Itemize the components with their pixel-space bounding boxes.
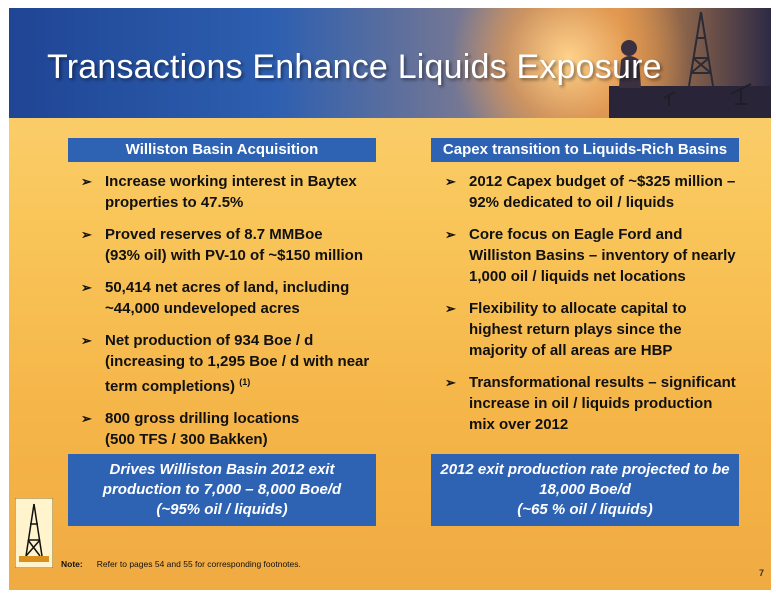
arrow-bullet-icon: ➢ [81, 333, 92, 348]
oil-derrick-logo-icon [15, 498, 53, 568]
list-item: ➢ Increase working interest in Baytex prop… [81, 173, 357, 211]
exit-production-callout: 2012 exit production rate projected to b… [431, 454, 739, 526]
williston-bullet-list: ➢ Increase working interest in Baytex prop… [81, 171, 381, 461]
list-item: ➢ 50,414 net acres of land, including ~44,… [81, 279, 350, 317]
list-item: ➢ Net production of 934 Boe / d (increasin… [81, 332, 370, 395]
page-title: Transactions Enhance Liquids Exposure [47, 48, 662, 86]
note-label: Note: [61, 559, 83, 569]
drilling-rig-image [609, 11, 771, 118]
arrow-bullet-icon: ➢ [445, 227, 456, 242]
list-item: ➢ 2012 Capex budget of ~$325 million –92%… [445, 173, 736, 211]
arrow-bullet-icon: ➢ [81, 411, 92, 426]
list-item: ➢ Flexibility to allocate capital to highe… [445, 300, 687, 359]
arrow-bullet-icon: ➢ [81, 174, 92, 189]
page-number: 7 [759, 568, 765, 578]
arrow-bullet-icon: ➢ [445, 174, 456, 189]
williston-acquisition-heading: Williston Basin Acquisition [68, 138, 376, 162]
arrow-bullet-icon: ➢ [81, 280, 92, 295]
list-item: ➢ Proved reserves of 8.7 MMBoe (93% oil) w… [81, 226, 363, 264]
note-text: Refer to pages 54 and 55 for correspondi… [96, 559, 301, 569]
footnote-marker: (1) [239, 377, 251, 387]
arrow-bullet-icon: ➢ [445, 375, 456, 390]
title-banner: Transactions Enhance Liquids Exposure [9, 8, 771, 118]
capex-bullet-list: ➢ 2012 Capex budget of ~$325 million –92%… [445, 171, 745, 446]
slide: Transactions Enhance Liquids Exposure Wi… [9, 8, 771, 590]
list-item: ➢ 800 gross drilling locations (500 TFS / … [81, 410, 300, 448]
capex-transition-heading: Capex transition to Liquids-Rich Basins [431, 138, 739, 162]
williston-exit-callout: Drives Williston Basin 2012 exit product… [68, 454, 376, 526]
list-item: ➢ Transformational results – significant i… [445, 374, 736, 433]
arrow-bullet-icon: ➢ [445, 301, 456, 316]
arrow-bullet-icon: ➢ [81, 227, 92, 242]
footnote: Note: Refer to pages 54 and 55 for corres… [61, 559, 301, 569]
list-item: ➢ Core focus on Eagle Ford and Williston B… [445, 226, 736, 285]
